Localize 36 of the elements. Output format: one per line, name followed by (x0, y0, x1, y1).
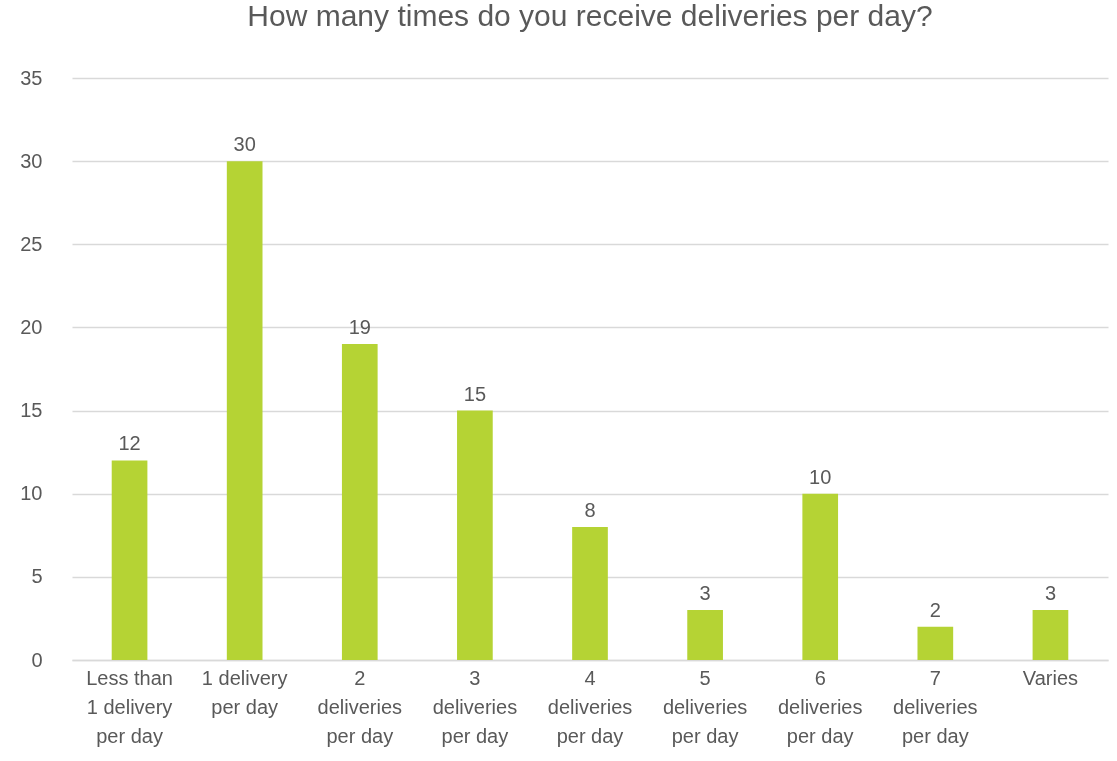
y-tick-label: 10 (20, 482, 43, 505)
data-label: 8 (584, 498, 596, 521)
x-tick-label: 3 deliveries per day (432, 666, 518, 747)
data-label: 2 (929, 598, 941, 621)
data-label: 15 (463, 382, 487, 405)
y-tick-label: 30 (20, 149, 43, 172)
x-tick-label: 6 deliveries per day (777, 666, 863, 747)
bar (1032, 610, 1069, 660)
x-tick-label: 4 deliveries per day (547, 666, 633, 747)
y-tick-label: 0 (31, 648, 43, 671)
bar (917, 626, 954, 660)
x-tick-label: 7 deliveries per day (893, 666, 978, 747)
data-label: 10 (809, 465, 832, 488)
y-tick-label: 15 (20, 399, 43, 422)
data-label: 3 (699, 582, 711, 605)
bar (111, 460, 148, 660)
y-tick-label: 20 (20, 315, 43, 338)
bar (802, 493, 839, 660)
data-label: 19 (348, 316, 371, 339)
x-tick-label: Varies (1022, 666, 1079, 689)
bar (457, 410, 493, 660)
x-tick-label: 2 deliveries per day (317, 666, 403, 747)
bar (687, 610, 723, 660)
x-tick-label: Less than 1 delivery per day (86, 666, 173, 747)
y-tick-label: 25 (20, 232, 43, 255)
bar (226, 161, 263, 660)
data-label: 12 (118, 432, 141, 455)
bar (572, 526, 608, 660)
bar (341, 344, 378, 660)
data-label: 3 (1044, 582, 1057, 605)
chart-title: How many times do you receive deliveries per day? (247, 0, 933, 32)
x-tick-label: 5 deliveries per day (662, 666, 748, 747)
y-tick-label: 5 (31, 565, 43, 588)
y-tick-label: 35 (20, 66, 43, 89)
x-tick-label: 1 delivery per day (201, 666, 288, 718)
data-label: 30 (233, 133, 256, 156)
